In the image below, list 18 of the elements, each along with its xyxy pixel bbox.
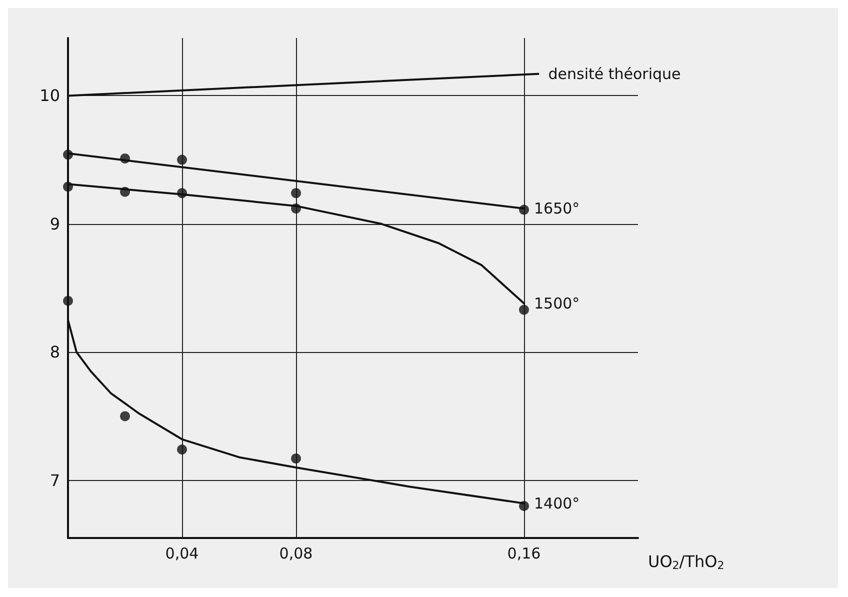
point: [63, 296, 73, 306]
x-tick-label: 0,04: [165, 544, 199, 562]
point: [177, 154, 187, 165]
point: [120, 411, 130, 422]
point: [291, 454, 301, 464]
point: [291, 188, 301, 198]
point: [177, 444, 187, 455]
y-tick-label: 8: [50, 342, 60, 362]
y-tick-label: 10: [40, 86, 60, 106]
x-tick-label: 0,16: [507, 544, 541, 562]
point: [519, 304, 529, 315]
x-tick-label: 0,08: [279, 544, 313, 562]
series-label: 1500°: [534, 294, 580, 312]
series-label: 1650°: [534, 200, 580, 218]
series-label: 1400°: [534, 494, 580, 512]
series-label: densité théorique: [548, 64, 681, 83]
y-tick-label: 7: [50, 470, 60, 490]
y-tick-label: 9: [50, 214, 60, 234]
